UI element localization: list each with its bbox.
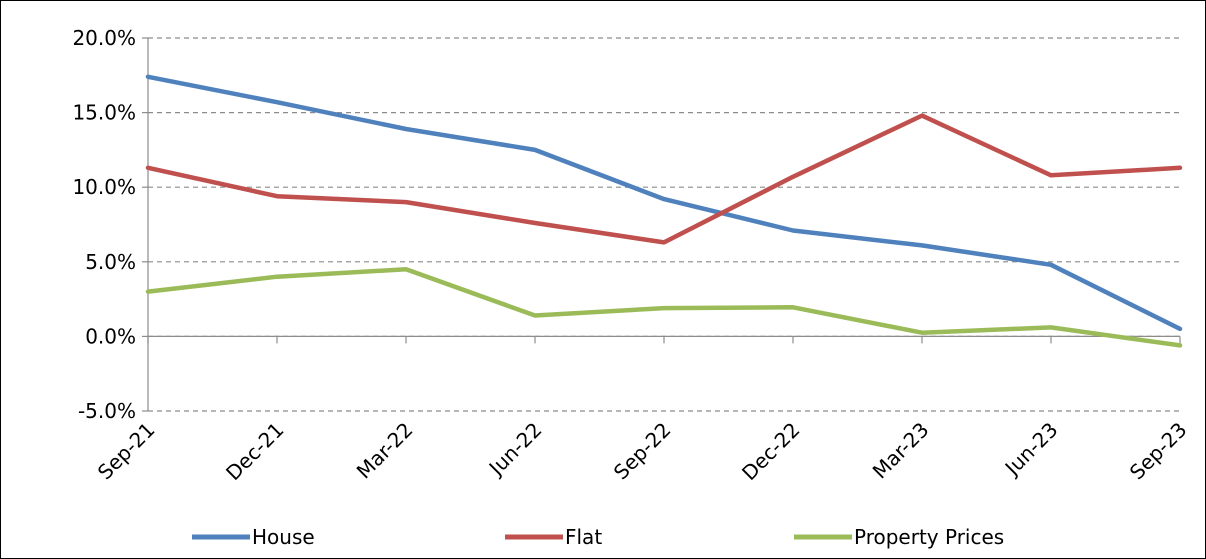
series-line-property-prices bbox=[145, 267, 1183, 348]
series-line-flat bbox=[145, 113, 1183, 245]
legend: House Flat Property Prices bbox=[192, 525, 1004, 549]
legend-label-property-prices: Property Prices bbox=[854, 525, 1004, 549]
y-tick-label: 15.0% bbox=[72, 101, 136, 125]
legend-label-flat: Flat bbox=[565, 525, 602, 549]
series-line-house bbox=[145, 74, 1183, 332]
y-tick-label: 0.0% bbox=[85, 324, 136, 348]
series-lines bbox=[145, 74, 1183, 348]
y-tick-label: -5.0% bbox=[78, 399, 136, 423]
legend-label-house: House bbox=[252, 525, 315, 549]
y-tick-label: 5.0% bbox=[85, 250, 136, 274]
y-tick-label: 10.0% bbox=[72, 175, 136, 199]
y-tick-label: 20.0% bbox=[72, 26, 136, 50]
